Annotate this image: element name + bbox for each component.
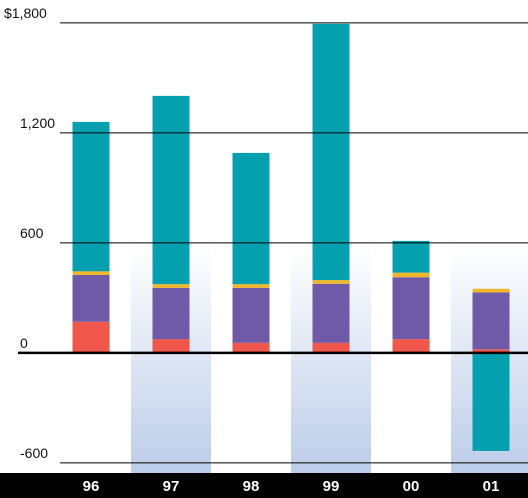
- bar-segment: [152, 287, 190, 340]
- bar-segment: [312, 23, 350, 281]
- y-tick-label: $1,800: [4, 5, 47, 21]
- bar-segment: [312, 283, 350, 343]
- bar-segment: [72, 271, 110, 275]
- bar-segment: [472, 352, 510, 451]
- x-tick-label: 97: [163, 478, 180, 495]
- bar-segment: [72, 275, 110, 322]
- bar-segment: [232, 284, 270, 288]
- bar-segment: [472, 349, 510, 353]
- x-tick-label: 99: [323, 478, 340, 495]
- x-tick-label: 00: [403, 478, 420, 495]
- bar-segment: [392, 240, 430, 273]
- bar-segment: [72, 321, 110, 353]
- bar-segment: [152, 339, 190, 353]
- bar-segment: [472, 288, 510, 293]
- bar-segment: [152, 95, 190, 285]
- bar-segment: [152, 284, 190, 288]
- x-tick-label: 01: [483, 478, 500, 495]
- y-tick-label: 600: [20, 225, 44, 241]
- bar-segment: [232, 342, 270, 353]
- bar-segment: [232, 287, 270, 343]
- y-tick-label: -600: [20, 445, 48, 461]
- bar-segment: [312, 342, 350, 353]
- bar-segment: [392, 272, 430, 278]
- x-axis-band: [0, 473, 528, 498]
- y-tick-label: 0: [20, 335, 28, 351]
- x-tick-label: 98: [243, 478, 260, 495]
- bar-segment: [312, 280, 350, 284]
- bar-segment: [392, 277, 430, 340]
- x-tick-label: 96: [83, 478, 100, 495]
- bar-segment: [232, 152, 270, 285]
- bar-segment: [472, 292, 510, 350]
- y-tick-label: 1,200: [20, 115, 55, 131]
- bar-segment: [72, 121, 110, 272]
- bar-segment: [392, 339, 430, 353]
